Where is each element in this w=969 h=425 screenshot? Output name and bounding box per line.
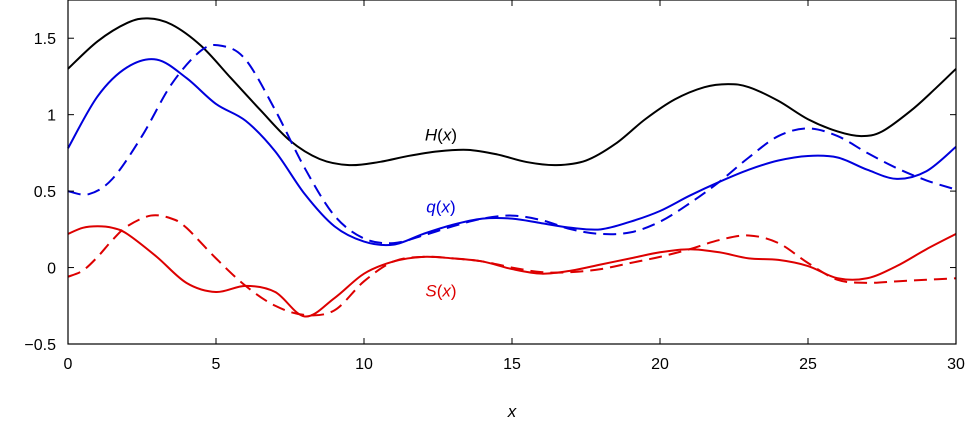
x-tick-label: 20 (651, 356, 669, 373)
label-h: H(x) (425, 126, 457, 145)
series-q-dashed (67, 43, 957, 245)
label-s: S(x) (425, 282, 456, 301)
y-tick-label: 0.5 (34, 184, 56, 201)
x-tick-label: 0 (64, 356, 73, 373)
y-tick-label: 1.5 (34, 31, 56, 48)
annotations-layer: H(x) q(x) S(x) (425, 126, 457, 301)
series-s-dashed (67, 214, 957, 317)
series-layer (67, 17, 957, 318)
y-tick-label: 0 (47, 261, 56, 278)
series-q-solid (67, 58, 957, 247)
y-tick-label: 1 (47, 108, 56, 125)
x-tick-label: 5 (212, 356, 221, 373)
label-q: q(x) (426, 198, 455, 217)
ticks-layer: 0 5 10 15 20 25 30 −0.5 0 0.5 1 1.5 (24, 0, 965, 373)
x-tick-label: 30 (947, 356, 965, 373)
y-tick-label: −0.5 (24, 337, 56, 354)
x-axis-title: x (507, 402, 517, 421)
series-h-solid (67, 17, 957, 167)
x-tick-label: 15 (503, 356, 521, 373)
x-tick-label: 25 (799, 356, 817, 373)
x-tick-label: 10 (355, 356, 373, 373)
